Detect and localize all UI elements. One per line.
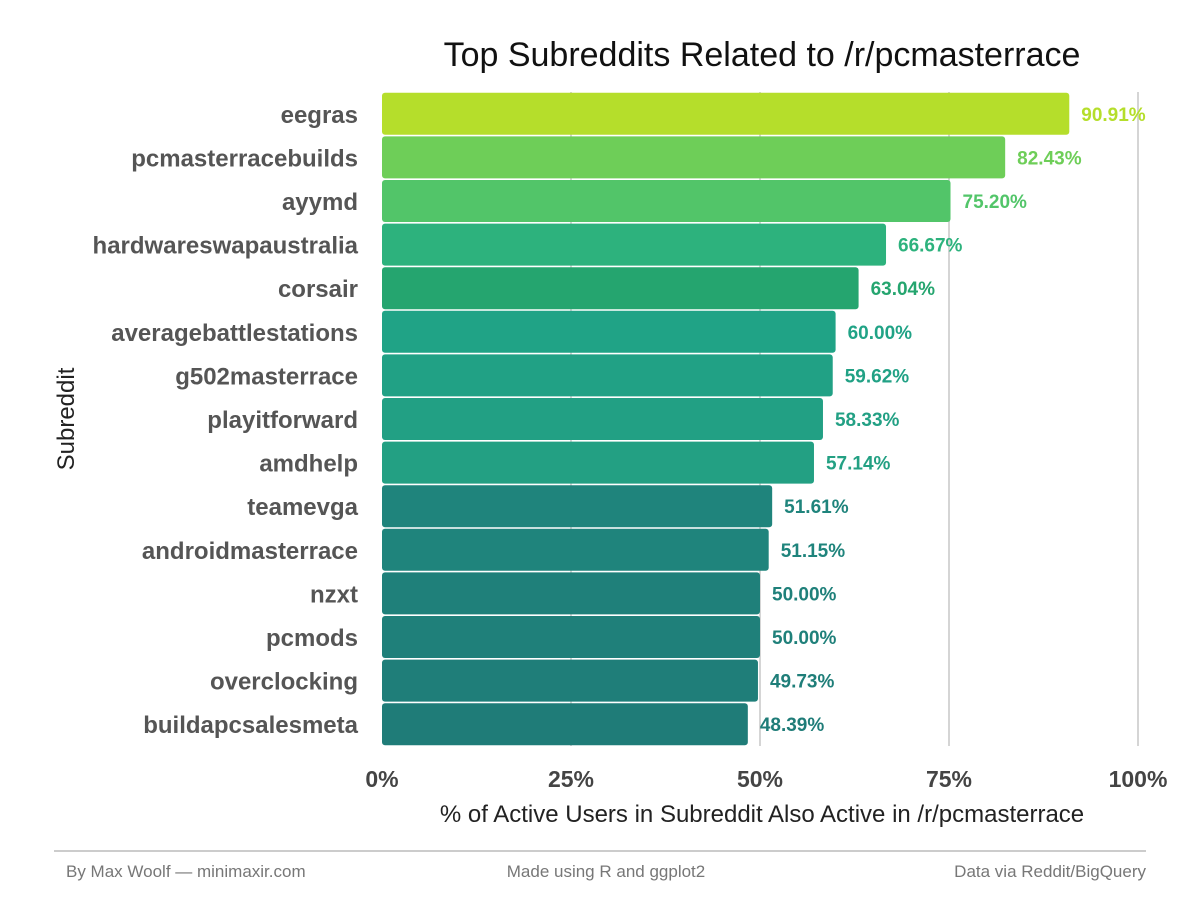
- bar-corsair: [382, 267, 859, 310]
- bar-androidmasterrace: [382, 528, 769, 571]
- bar-averagebattlestations: [382, 310, 836, 353]
- bar-buildapcsalesmeta: [382, 703, 748, 746]
- y-tick-label: buildapcsalesmeta: [143, 712, 358, 739]
- chart-title: Top Subreddits Related to /r/pcmasterrac…: [444, 36, 1081, 74]
- x-tick-label: 25%: [548, 766, 594, 792]
- bar-ayymd: [382, 180, 951, 222]
- y-tick-label: pcmods: [266, 625, 358, 652]
- y-tick-label: playitforward: [207, 407, 358, 434]
- value-label: 51.15%: [781, 541, 846, 562]
- value-label: 57.14%: [826, 454, 891, 475]
- y-tick-label: pcmasterracebuilds: [131, 145, 358, 172]
- bar-playitforward: [382, 398, 823, 440]
- x-tick-label: 100%: [1109, 766, 1168, 792]
- y-tick-label: nzxt: [310, 581, 358, 608]
- value-label: 50.00%: [772, 628, 837, 649]
- y-tick-label: corsair: [278, 276, 358, 303]
- value-label: 50.00%: [772, 584, 837, 605]
- value-label: 60.00%: [848, 323, 913, 344]
- bar-nzxt: [382, 572, 760, 615]
- y-tick-label: teamevga: [247, 494, 358, 521]
- value-label: 63.04%: [871, 279, 936, 300]
- value-label: 51.61%: [784, 497, 849, 518]
- y-tick-label: overclocking: [210, 669, 358, 696]
- footer-tool: Made using R and ggplot2: [507, 862, 705, 881]
- value-label: 49.73%: [770, 672, 835, 693]
- value-label: 48.39%: [760, 715, 825, 736]
- y-tick-label: amdhelp: [259, 451, 358, 478]
- y-axis-ticks: eegras pcmasterracebuilds ayymd hardwareswa…: [93, 102, 359, 739]
- value-label: 75.20%: [963, 192, 1028, 213]
- value-label: 82.43%: [1017, 148, 1082, 169]
- y-axis-title: Subreddit: [53, 367, 80, 470]
- x-tick-label: 0%: [365, 766, 398, 792]
- x-tick-label: 75%: [926, 766, 972, 792]
- footer-credit: By Max Woolf — minimaxir.com: [66, 862, 306, 881]
- data-labels: 90.91% 82.43% 75.20% 66.67% 63.04% 60.00% 59.6…: [760, 105, 1146, 736]
- value-label: 59.62%: [845, 366, 910, 387]
- bar-eegras: [382, 92, 1070, 135]
- footer-source: Data via Reddit/BigQuery: [954, 862, 1146, 881]
- x-tick-label: 50%: [737, 766, 783, 792]
- y-tick-label: averagebattlestations: [111, 320, 358, 347]
- y-tick-label: eegras: [281, 102, 358, 129]
- bar-overclocking: [382, 659, 758, 702]
- value-label: 58.33%: [835, 410, 900, 431]
- bar-g502masterrace: [382, 354, 833, 397]
- bar-pcmasterracebuilds: [382, 136, 1006, 179]
- y-tick-label: ayymd: [282, 189, 358, 216]
- bar-teamevga: [382, 485, 773, 528]
- y-tick-label: g502masterrace: [175, 363, 358, 390]
- value-label: 90.91%: [1081, 105, 1146, 126]
- bar-pcmods: [382, 616, 760, 658]
- bar-hardwareswapaustralia: [382, 223, 887, 266]
- value-label: 66.67%: [898, 236, 963, 257]
- bars: [382, 92, 1070, 746]
- y-tick-label: hardwareswapaustralia: [93, 233, 359, 260]
- y-tick-label: androidmasterrace: [142, 538, 358, 565]
- x-axis-ticks: 0% 25% 50% 75% 100%: [365, 766, 1167, 792]
- x-axis-title: % of Active Users in Subreddit Also Acti…: [440, 801, 1084, 828]
- bar-amdhelp: [382, 441, 814, 484]
